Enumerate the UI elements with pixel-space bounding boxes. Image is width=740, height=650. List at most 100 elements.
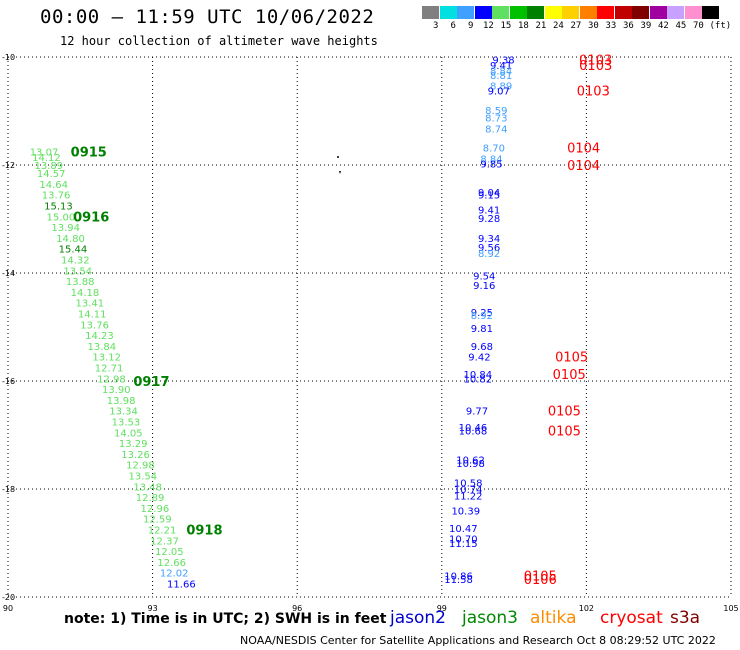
time-label: 0105 bbox=[553, 368, 586, 383]
satellite-s3a: s3a bbox=[670, 608, 701, 628]
data-label: 8.84 bbox=[490, 67, 512, 78]
time-label: 0917 bbox=[133, 375, 169, 390]
data-label: 12.05 bbox=[155, 547, 184, 558]
x-tick-label: 90 bbox=[3, 604, 13, 613]
data-label: 13.54 bbox=[129, 472, 158, 483]
legend-label: 12 bbox=[483, 21, 494, 31]
data-label: 13.90 bbox=[102, 385, 131, 396]
legend-label: 39 bbox=[640, 21, 652, 31]
time-label: 0104 bbox=[567, 159, 600, 174]
legend-swatch bbox=[544, 6, 562, 19]
legend-label: 15 bbox=[500, 21, 512, 31]
legend-swatch bbox=[492, 6, 509, 19]
time-label: 0105 bbox=[524, 569, 557, 584]
data-label: 12.59 bbox=[143, 515, 172, 526]
data-label: 13.76 bbox=[42, 191, 71, 202]
y-tick-label: -14 bbox=[2, 269, 15, 278]
data-label: 13.29 bbox=[119, 439, 148, 450]
legend-swatch bbox=[702, 6, 719, 19]
data-label: 10.84 bbox=[463, 370, 492, 381]
data-label: 8.89 bbox=[490, 82, 512, 93]
data-label: 10.46 bbox=[459, 423, 488, 434]
x-tick-label: 105 bbox=[723, 604, 738, 613]
data-label: 13.34 bbox=[109, 407, 138, 418]
data-label: 11.15 bbox=[449, 539, 478, 550]
data-label: 13.54 bbox=[63, 266, 92, 277]
y-tick-label: -12 bbox=[2, 161, 15, 170]
data-label: 9.68 bbox=[471, 342, 493, 353]
data-label: 8.81 bbox=[490, 71, 512, 82]
data-label: 12.71 bbox=[95, 364, 124, 375]
time-label: 0103 bbox=[577, 84, 610, 99]
data-label: 14.23 bbox=[85, 331, 114, 342]
data-label: 14.57 bbox=[37, 169, 66, 180]
data-label: 11.66 bbox=[167, 580, 196, 591]
data-label: 14.32 bbox=[61, 256, 90, 267]
legend-swatch bbox=[422, 6, 439, 19]
data-label: 13.88 bbox=[66, 277, 95, 288]
data-label: 8.84 bbox=[480, 155, 502, 166]
data-label: 9.41 bbox=[478, 205, 500, 216]
time-label: 0106 bbox=[524, 573, 557, 588]
island-mark bbox=[339, 171, 341, 174]
data-label: 9.41 bbox=[490, 61, 512, 72]
data-label: 13.84 bbox=[88, 342, 117, 353]
data-label: 14.64 bbox=[39, 180, 68, 191]
data-label: 12.98 bbox=[97, 374, 126, 385]
x-tick-label: 93 bbox=[148, 604, 158, 613]
data-label: 14.80 bbox=[56, 234, 85, 245]
data-label: 15.44 bbox=[59, 245, 88, 256]
data-label: 15.00 bbox=[47, 212, 76, 223]
y-tick-label: -20 bbox=[2, 593, 15, 602]
data-label: 8.92 bbox=[478, 249, 500, 260]
data-label: 9.28 bbox=[478, 214, 500, 225]
satellite-altika: altika bbox=[530, 608, 577, 628]
satellite-jason3: jason3 bbox=[462, 608, 518, 628]
legend-swatch bbox=[579, 6, 597, 19]
data-label: 12.66 bbox=[157, 558, 186, 569]
data-label: 14.18 bbox=[71, 288, 100, 299]
data-label: 9.81 bbox=[471, 324, 493, 335]
legend-label: 36 bbox=[623, 21, 634, 31]
credit-line: NOAA/NESDIS Center for Satellite Applica… bbox=[240, 634, 716, 647]
y-tick-label: -16 bbox=[2, 377, 15, 386]
legend-swatch bbox=[439, 6, 457, 19]
legend-swatch bbox=[614, 6, 632, 19]
time-label: 0104 bbox=[567, 142, 600, 157]
data-label: 10.86 bbox=[444, 571, 473, 582]
data-label: 12.98 bbox=[126, 461, 155, 472]
data-label: 9.56 bbox=[478, 243, 500, 254]
legend-swatch bbox=[667, 6, 684, 19]
legend-swatch bbox=[474, 6, 492, 19]
data-label: 10.62 bbox=[456, 455, 485, 466]
data-label: 13.76 bbox=[80, 320, 109, 331]
data-label: 8.74 bbox=[485, 124, 507, 135]
data-label: 9.15 bbox=[478, 191, 500, 202]
satellite-cryosat: cryosat bbox=[600, 608, 663, 628]
legend-swatch bbox=[684, 6, 702, 19]
legend-label: 30 bbox=[588, 21, 599, 31]
data-label: 12.96 bbox=[141, 504, 170, 515]
satellite-jason2: jason2 bbox=[390, 608, 446, 628]
data-label: 10.58 bbox=[454, 479, 483, 490]
data-label: 10.82 bbox=[463, 374, 492, 385]
y-tick-label: -10 bbox=[2, 53, 15, 62]
time-label: 0918 bbox=[186, 524, 222, 539]
data-label: 12.02 bbox=[160, 569, 189, 580]
data-label: 14.11 bbox=[78, 310, 107, 321]
data-label: 8.73 bbox=[485, 113, 507, 124]
data-label: 10.47 bbox=[449, 524, 478, 535]
legend-swatch bbox=[509, 6, 527, 19]
data-label: 10.98 bbox=[456, 459, 485, 470]
footnote: note: 1) Time is in UTC; 2) SWH is in fe… bbox=[64, 611, 387, 627]
legend-swatch bbox=[649, 6, 667, 19]
data-label: 11.22 bbox=[454, 491, 483, 502]
legend-label: 27 bbox=[570, 21, 582, 31]
legend-swatch bbox=[457, 6, 474, 19]
legend-swatch bbox=[527, 6, 544, 19]
data-label: 11.58 bbox=[444, 575, 473, 586]
data-label: 13.12 bbox=[92, 353, 121, 364]
data-label: 9.07 bbox=[488, 86, 510, 97]
data-label: 10.68 bbox=[459, 427, 488, 438]
